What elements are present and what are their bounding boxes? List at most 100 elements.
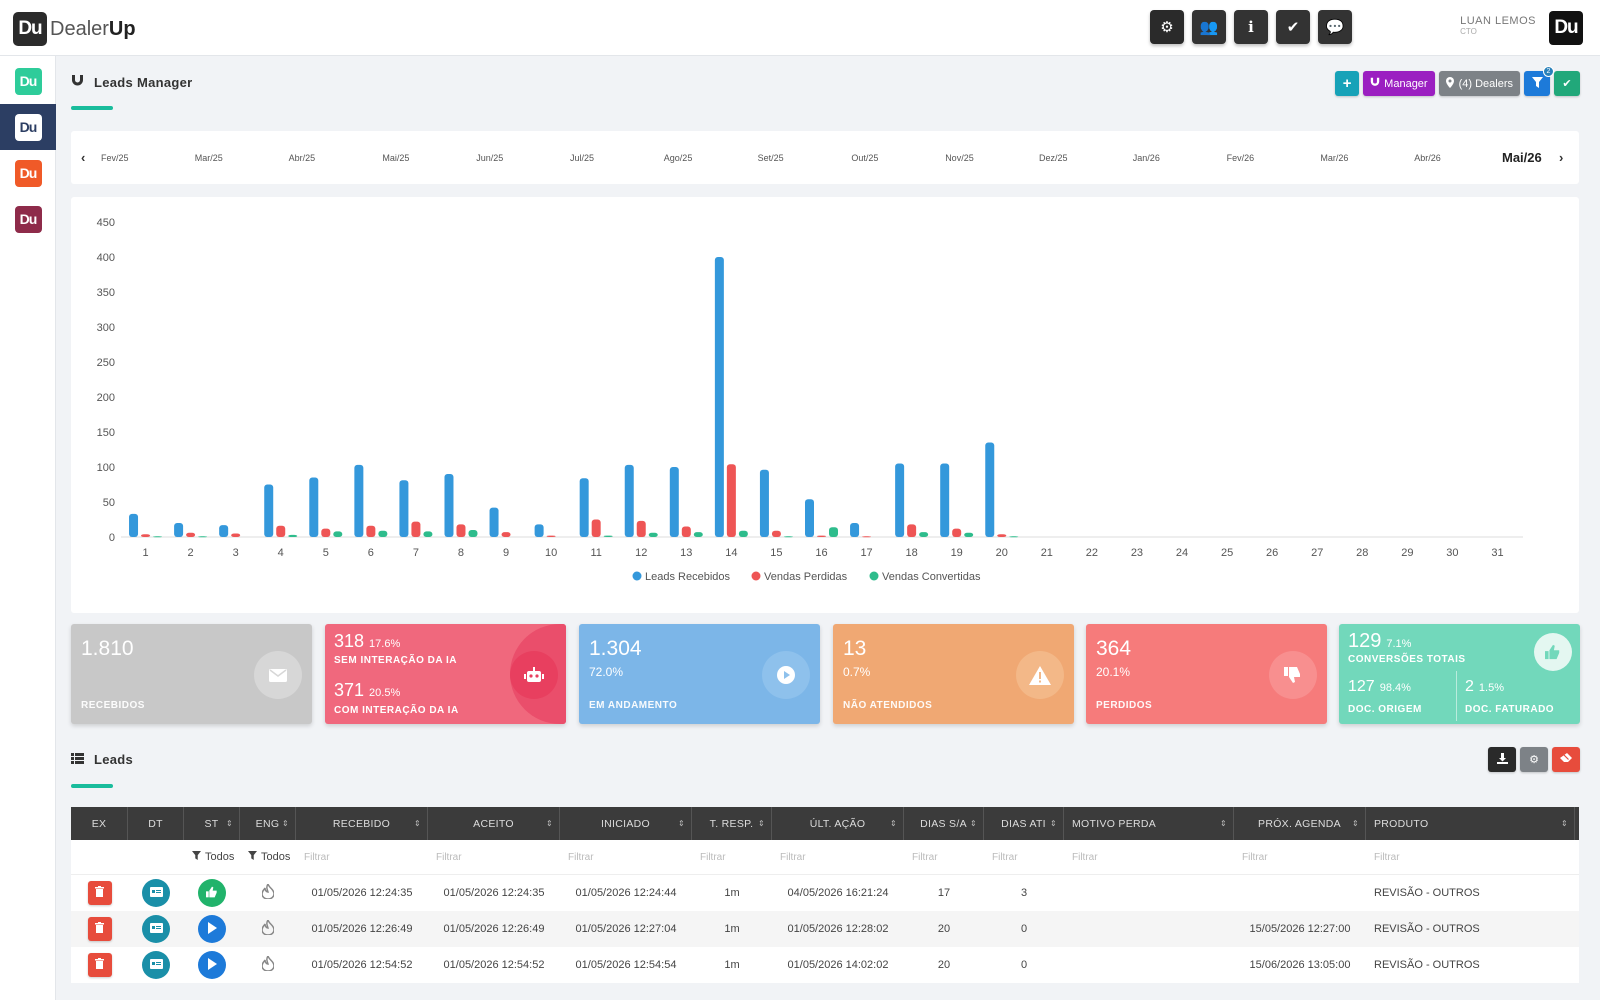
- filter-cell-3[interactable]: Todos: [240, 840, 296, 874]
- sort-icon[interactable]: ⇕: [889, 819, 897, 828]
- column-header-11[interactable]: MOTIVO PERDA ⇕: [1064, 807, 1234, 840]
- month-Set-25[interactable]: Set/25: [757, 153, 784, 163]
- column-header-6[interactable]: INICIADO ⇕: [560, 807, 692, 840]
- table-row[interactable]: 01/05/2026 12:26:49 01/05/2026 12:26:49 01…: [71, 911, 1579, 947]
- month-Mar-25[interactable]: Mar/25: [194, 153, 223, 163]
- filter-cell-5[interactable]: Filtrar: [428, 840, 560, 874]
- kpi-received[interactable]: 1.810 RECEBIDOS: [71, 624, 312, 724]
- app-logo[interactable]: Du DealerUp: [13, 12, 136, 46]
- kpi-lost[interactable]: 364 20.1% PERDIDOS: [1086, 624, 1327, 724]
- table-row[interactable]: 01/05/2026 12:54:52 01/05/2026 12:54:52 01…: [71, 947, 1579, 983]
- bar-leads-recebidos: [940, 463, 950, 537]
- status-button[interactable]: [198, 951, 226, 979]
- month-Mar-26[interactable]: Mar/26: [1320, 153, 1349, 163]
- clear-filters-button[interactable]: [1552, 747, 1580, 772]
- avatar[interactable]: Du: [1549, 11, 1583, 45]
- filter-cell-13[interactable]: Filtrar: [1366, 840, 1575, 874]
- user-info[interactable]: LUAN LEMOS CTO: [1460, 15, 1536, 36]
- month-Abr-25[interactable]: Abr/25: [288, 153, 316, 163]
- kpi-unattended[interactable]: 13 0.7% NÃO ATENDIDOS: [833, 624, 1074, 724]
- filter-cell-2[interactable]: Todos: [184, 840, 240, 874]
- column-header-7[interactable]: T. RESP. ⇕: [692, 807, 772, 840]
- month-Fev-26[interactable]: Fev/26: [1226, 153, 1255, 163]
- status-button[interactable]: [198, 879, 226, 907]
- month-Fev-25[interactable]: Fev/25: [101, 153, 129, 163]
- chevron-right-icon[interactable]: ›: [1559, 150, 1564, 165]
- kpi-conversions[interactable]: 129 7.1% CONVERSÕES TOTAIS 127 98.4% DOC. …: [1339, 624, 1580, 724]
- chat-button[interactable]: 💬: [1318, 10, 1352, 44]
- settings-button[interactable]: ⚙: [1150, 10, 1184, 44]
- filter-button[interactable]: 2: [1524, 66, 1554, 96]
- manager-button[interactable]: Manager: [1363, 71, 1435, 96]
- delete-button[interactable]: [87, 953, 112, 977]
- column-header-1[interactable]: DT: [128, 807, 184, 840]
- bar-vendas-convertidas: [738, 530, 748, 537]
- column-header-9[interactable]: DIAS S/A ⇕: [904, 807, 984, 840]
- sort-icon[interactable]: ⇕: [757, 819, 765, 828]
- columns-settings-button[interactable]: ⚙: [1520, 747, 1548, 772]
- delete-button[interactable]: [87, 917, 112, 941]
- status-button[interactable]: [198, 915, 226, 943]
- info-button[interactable]: i: [1234, 10, 1268, 44]
- play-icon: [207, 921, 217, 937]
- download-button[interactable]: [1488, 747, 1516, 772]
- month-Nov-25[interactable]: Nov/25: [945, 153, 974, 163]
- month-Mai-25[interactable]: Mai/25: [382, 153, 410, 163]
- month-Ago-25[interactable]: Ago/25: [663, 153, 693, 163]
- column-header-2[interactable]: ST ⇕: [184, 807, 240, 840]
- sort-icon[interactable]: ⇕: [225, 819, 233, 828]
- filter-cell-10[interactable]: Filtrar: [984, 840, 1064, 874]
- sort-icon[interactable]: ⇕: [1351, 819, 1359, 828]
- filter-cell-7[interactable]: Filtrar: [692, 840, 772, 874]
- sort-icon[interactable]: ⇕: [1219, 819, 1227, 828]
- bar-vendas-perdidas: [636, 520, 646, 537]
- tasks-button[interactable]: ✔: [1276, 10, 1310, 44]
- sort-icon[interactable]: ⇕: [1049, 819, 1057, 828]
- sort-icon[interactable]: ⇕: [677, 819, 685, 828]
- filter-cell-12[interactable]: Filtrar: [1234, 840, 1366, 874]
- filter-cell-4[interactable]: Filtrar: [296, 840, 428, 874]
- month-Jan-26[interactable]: Jan/26: [1132, 153, 1160, 163]
- column-header-4[interactable]: RECEBIDO ⇕: [296, 807, 428, 840]
- team-button[interactable]: 👥: [1192, 10, 1226, 44]
- filter-count-badge: 2: [1543, 66, 1554, 77]
- filter-cell-9[interactable]: Filtrar: [904, 840, 984, 874]
- column-header-13[interactable]: PRODUTO ⇕: [1366, 807, 1575, 840]
- chevron-left-icon[interactable]: ‹: [81, 150, 86, 165]
- sidebar-item-3[interactable]: Du: [0, 150, 56, 196]
- filter-cell-8[interactable]: Filtrar: [772, 840, 904, 874]
- month-Out-25[interactable]: Out/25: [851, 153, 879, 163]
- filter-cell-11[interactable]: Filtrar: [1064, 840, 1234, 874]
- sort-icon[interactable]: ⇕: [969, 819, 977, 828]
- column-header-10[interactable]: DIAS ATI ⇕: [984, 807, 1064, 840]
- column-header-5[interactable]: ACEITO ⇕: [428, 807, 560, 840]
- apply-button[interactable]: ✔: [1554, 71, 1580, 96]
- filter-cell-6[interactable]: Filtrar: [560, 840, 692, 874]
- x-tick-label: 6: [368, 547, 374, 559]
- details-button[interactable]: [142, 951, 170, 979]
- add-lead-button[interactable]: +: [1335, 71, 1360, 96]
- sidebar-item-4[interactable]: Du: [0, 196, 56, 242]
- month-Mai-26[interactable]: Mai/26: [1502, 150, 1542, 165]
- sidebar-item-1[interactable]: Du: [0, 58, 56, 104]
- month-Jun-25[interactable]: Jun/25: [476, 153, 504, 163]
- kpi-ai-interaction[interactable]: 318 17.6% SEM INTERAÇÃO DA IA 371 20.5% CO…: [325, 624, 566, 724]
- month-Abr-26[interactable]: Abr/26: [1414, 153, 1441, 163]
- month-Jul-25[interactable]: Jul/25: [570, 153, 595, 163]
- table-row[interactable]: 01/05/2026 12:24:35 01/05/2026 12:24:35 01…: [71, 875, 1579, 911]
- column-header-3[interactable]: ENG ⇕: [240, 807, 296, 840]
- details-button[interactable]: [142, 879, 170, 907]
- sort-icon[interactable]: ⇕: [413, 819, 421, 828]
- month-Dez-25[interactable]: Dez/25: [1039, 153, 1068, 163]
- sidebar-item-2[interactable]: Du: [0, 104, 56, 150]
- details-button[interactable]: [142, 915, 170, 943]
- column-header-12[interactable]: PRÓX. AGENDA ⇕: [1234, 807, 1366, 840]
- dealers-button[interactable]: (4) Dealers: [1438, 71, 1520, 96]
- delete-button[interactable]: [87, 881, 112, 905]
- column-header-8[interactable]: ÚLT. AÇÃO ⇕: [772, 807, 904, 840]
- kpi-in-progress[interactable]: 1.304 72.0% EM ANDAMENTO: [579, 624, 820, 724]
- column-header-0[interactable]: EX: [71, 807, 128, 840]
- sort-icon[interactable]: ⇕: [545, 819, 553, 828]
- sort-icon[interactable]: ⇕: [1560, 819, 1568, 828]
- sort-icon[interactable]: ⇕: [281, 819, 289, 828]
